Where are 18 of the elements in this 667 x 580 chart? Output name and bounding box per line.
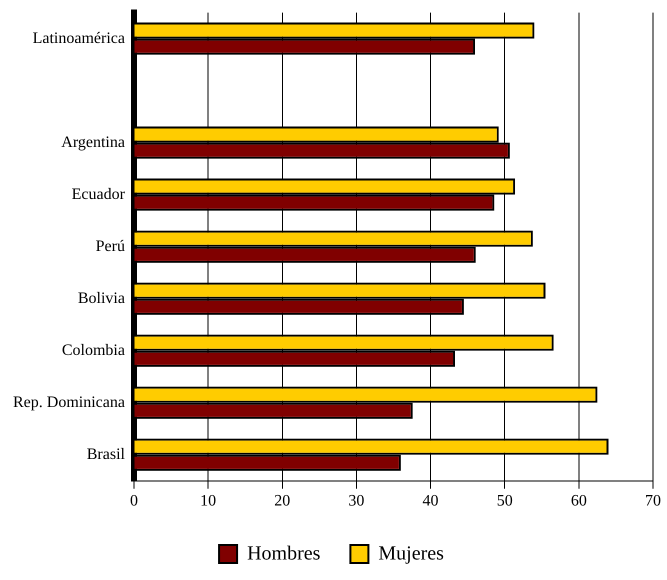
x-tick-label: 60 [570, 492, 587, 510]
y-tick-label: Rep. Dominicana [13, 394, 125, 411]
x-tick-label: 20 [274, 492, 290, 510]
x-tick-label: 30 [348, 492, 364, 510]
y-tick-label: Colombia [62, 342, 125, 359]
y-tick-label: Bolivia [78, 290, 125, 307]
y-tick-label: Perú [96, 238, 125, 255]
y-tick-label: Ecuador [72, 186, 126, 203]
legend-label: Mujeres [378, 542, 444, 564]
x-tick-label: 0 [130, 492, 138, 510]
x-tick-label: 10 [200, 492, 216, 510]
y-tick-label: Latinoamérica [32, 30, 125, 47]
x-tick-label: 40 [422, 492, 439, 510]
x-tick-label: 70 [645, 492, 661, 510]
legend-label: Hombres [247, 542, 321, 564]
y-tick-label: Argentina [61, 134, 125, 151]
y-tick-label: Brasil [86, 446, 126, 463]
x-tick-label: 50 [496, 492, 513, 510]
